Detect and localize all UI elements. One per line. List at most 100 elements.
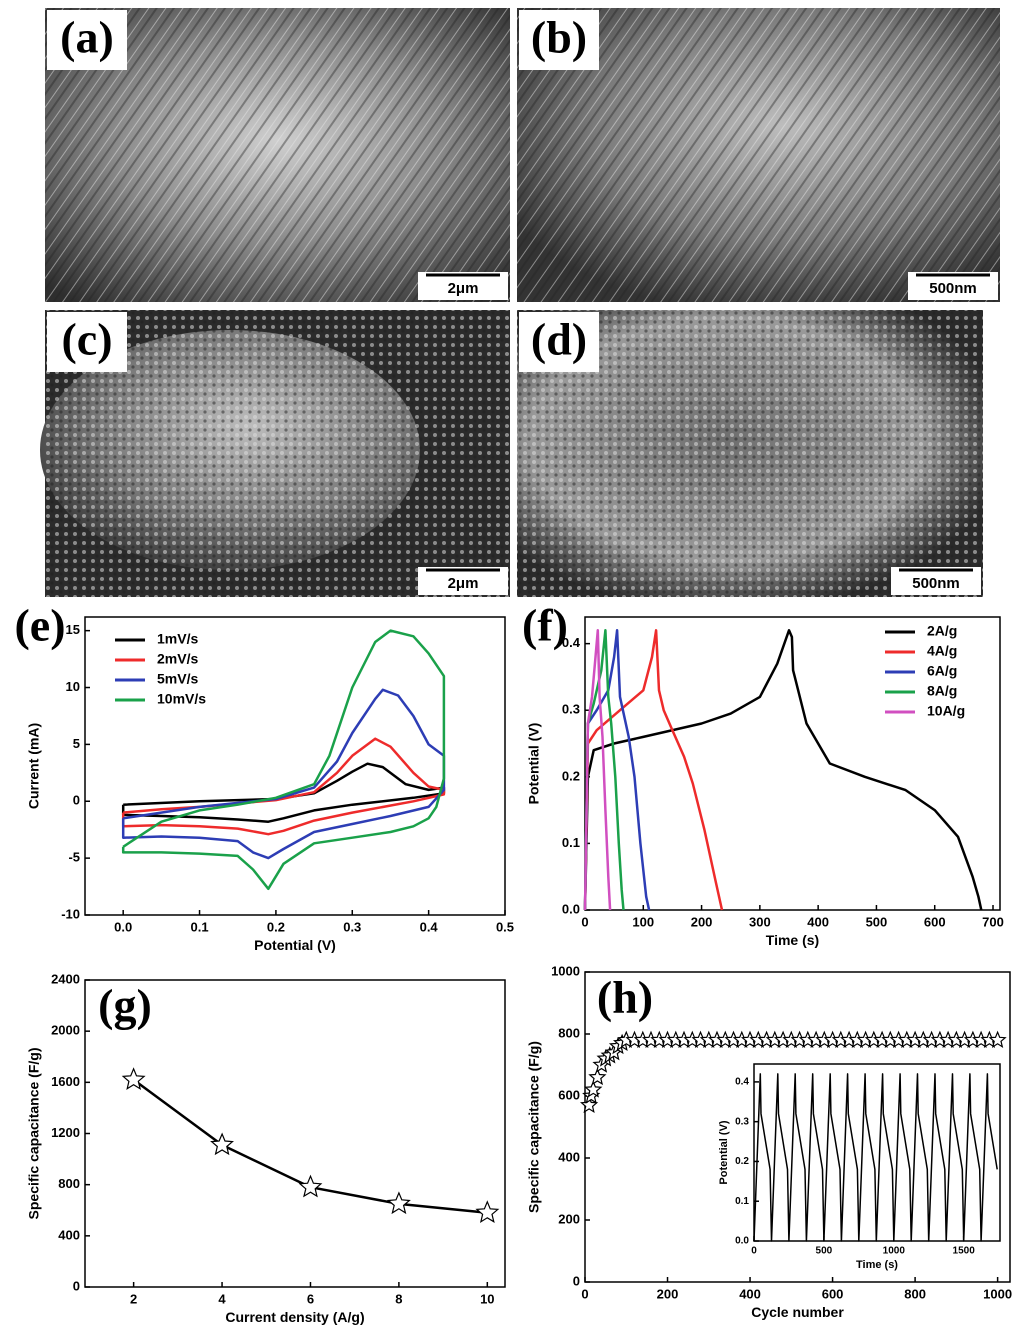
y-tick-label: 15 <box>66 622 80 637</box>
scale-bar-label: 2μm <box>448 575 479 592</box>
data-point <box>584 1080 603 1098</box>
y-axis-label: Current (mA) <box>26 723 42 809</box>
y-tick-label: 2000 <box>51 1023 80 1038</box>
legend-label: 8A/g <box>927 683 957 699</box>
y-tick-label: 2400 <box>51 971 80 986</box>
legend-label: 5mV/s <box>157 671 198 687</box>
y-tick-label: 1200 <box>51 1125 80 1140</box>
panel-label: (e) <box>14 600 65 651</box>
x-tick-label: 200 <box>657 1286 679 1301</box>
y-tick-label: -10 <box>61 906 80 921</box>
y-tick-label: 0.1 <box>562 835 580 850</box>
y-tick-label: 0.1 <box>735 1196 749 1207</box>
scale-bar-label: 2μm <box>448 280 479 297</box>
y-tick-label: 1600 <box>51 1074 80 1089</box>
x-tick-label: 0.5 <box>496 919 514 934</box>
x-tick-label: 1000 <box>883 1246 906 1257</box>
y-tick-label: 0 <box>573 1273 580 1288</box>
panel-label: (f) <box>522 600 568 651</box>
series-line <box>583 629 983 911</box>
series-line <box>583 629 625 911</box>
series-line <box>583 629 651 911</box>
x-tick-label: 600 <box>822 1286 844 1301</box>
x-tick-label: 200 <box>691 914 713 929</box>
y-tick-label: 0.2 <box>735 1156 749 1167</box>
x-tick-label: 0.3 <box>343 919 361 934</box>
chart: 0 200 400 600 800 1000 0 200 400 600 800 1000 Cycle … <box>526 963 1012 1319</box>
x-axis-label: Current density (A/g) <box>225 1309 364 1325</box>
panel-label: (g) <box>98 980 152 1031</box>
y-tick-label: 10 <box>66 679 80 694</box>
x-tick-label: 800 <box>904 1286 926 1301</box>
y-tick-label: 400 <box>558 1149 580 1164</box>
x-tick-label: 0.1 <box>191 919 209 934</box>
y-tick-label: 0 <box>73 1278 80 1293</box>
x-tick-label: 0 <box>751 1246 757 1257</box>
chart: 2 4 6 8 10 0 400 800 1200 1600 2000 2400 Current den… <box>26 971 506 1325</box>
x-tick-label: 300 <box>749 914 771 929</box>
x-tick-label: 500 <box>866 914 888 929</box>
x-tick-label: 400 <box>807 914 829 929</box>
image-labels: (a) 2μm (b) 500nm (c) 2μm (d) 500nm <box>47 10 998 595</box>
panel-label: (b) <box>531 12 587 63</box>
x-tick-label: 400 <box>739 1286 761 1301</box>
sem-images <box>40 8 1000 597</box>
y-axis-label: Potential (V) <box>718 1120 730 1185</box>
legend-label: 10A/g <box>927 703 965 719</box>
series-line <box>583 629 612 911</box>
x-axis-label: Potential (V) <box>254 937 336 953</box>
x-tick-label: 0.4 <box>420 919 439 934</box>
y-tick-label: 0.4 <box>735 1077 749 1088</box>
x-tick-label: 0.0 <box>114 919 132 934</box>
series-line <box>583 629 724 911</box>
data-point <box>588 1067 607 1086</box>
label-box <box>47 312 127 372</box>
y-tick-label: 800 <box>558 1025 580 1040</box>
data-point <box>475 1200 500 1223</box>
x-tick-label: 1500 <box>953 1246 976 1257</box>
y-axis-label: Specific capacitance (F/g) <box>526 1041 542 1213</box>
x-tick-label: 4 <box>218 1291 226 1306</box>
series-line <box>753 1073 998 1242</box>
label-box <box>519 10 599 70</box>
x-tick-label: 0 <box>581 1286 588 1301</box>
y-tick-label: 0.4 <box>562 635 581 650</box>
x-tick-label: 500 <box>816 1246 833 1257</box>
x-axis-label: Cycle number <box>751 1304 844 1320</box>
y-tick-label: 0 <box>73 793 80 808</box>
x-tick-label: 100 <box>632 914 654 929</box>
y-tick-label: 800 <box>58 1176 80 1191</box>
x-tick-label: 1000 <box>983 1286 1012 1301</box>
y-tick-label: 0.0 <box>735 1236 749 1247</box>
series-line <box>121 688 446 860</box>
data-point <box>298 1174 323 1198</box>
legend-label: 6A/g <box>927 663 957 679</box>
panel-label: (d) <box>531 314 587 365</box>
series-line <box>121 762 446 823</box>
y-axis-label: Specific capacitance (F/g) <box>26 1048 42 1220</box>
y-tick-label: 600 <box>558 1087 580 1102</box>
legend-label: 10mV/s <box>157 691 206 707</box>
panel-label: (c) <box>61 314 112 365</box>
y-tick-label: 0.0 <box>562 901 580 916</box>
y-tick-label: 1000 <box>551 963 580 978</box>
scale-bar-box <box>418 272 508 300</box>
x-tick-label: 10 <box>480 1291 494 1306</box>
y-tick-label: 0.3 <box>735 1116 749 1127</box>
chart: 0 500 1000 1500 0.0 0.1 0.2 0.3 0.4 Time (s) Poten… <box>718 1063 1001 1271</box>
y-tick-label: 5 <box>73 736 80 751</box>
legend-label: 2mV/s <box>157 651 198 667</box>
panel-label: (h) <box>597 972 653 1023</box>
plot-frame <box>584 971 1011 1283</box>
scale-bar-box <box>418 567 508 595</box>
legend-label: 4A/g <box>927 643 957 659</box>
label-box <box>47 10 127 70</box>
panel-label: (a) <box>60 12 114 63</box>
x-tick-label: 0.2 <box>267 919 285 934</box>
data-point <box>580 1095 599 1114</box>
x-tick-label: 600 <box>924 914 946 929</box>
x-tick-label: 8 <box>395 1291 402 1306</box>
x-axis-label: Time (s) <box>856 1259 898 1271</box>
scale-bar-label: 500nm <box>912 575 960 592</box>
